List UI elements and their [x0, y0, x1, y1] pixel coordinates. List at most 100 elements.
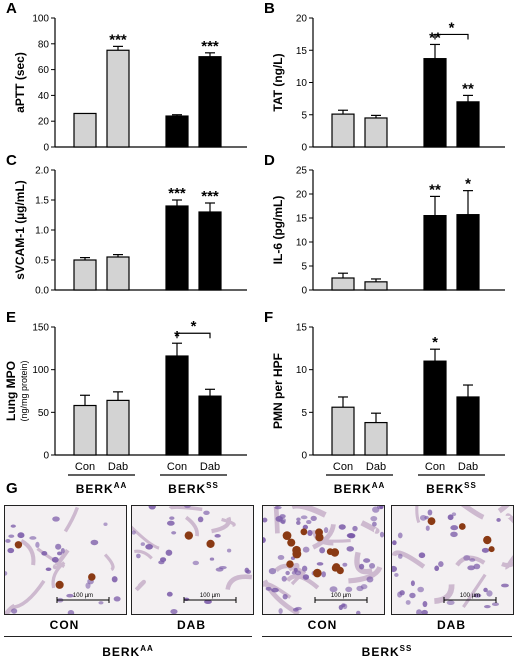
nucleus-2-58 [277, 555, 285, 560]
y-tick-label-e-2: 100 [32, 365, 49, 376]
nucleus-2-26 [369, 563, 376, 569]
alveolar-septum-3-6 [460, 506, 485, 520]
bar-a-1 [106, 49, 130, 148]
nucleus-2-31 [310, 515, 317, 522]
scale-bar-label-1: 100 µm [200, 593, 220, 599]
separator-line-ss [262, 636, 512, 637]
nucleus-2-17 [302, 574, 310, 580]
y-tick-label-f-2: 10 [296, 365, 308, 376]
nucleus-3-35 [467, 565, 476, 571]
x-tick-label-e-3: Dab [200, 461, 220, 473]
bracket-e-0 [176, 332, 211, 339]
significance-b-3: ** [462, 80, 474, 97]
nucleus-2-30 [278, 608, 283, 614]
neutrophil-stain-1-0 [206, 539, 215, 548]
nucleus-0-15 [5, 571, 8, 576]
nucleus-2-16 [338, 524, 346, 530]
nucleus-3-12 [405, 600, 411, 605]
alveolar-septum-0-2 [63, 506, 80, 533]
x-tick-label-e-0: Con [75, 461, 95, 473]
x-tick-label-f-1: Dab [366, 461, 386, 473]
neutrophil-stain-2-4 [282, 531, 292, 540]
nucleus-2-23 [316, 562, 324, 566]
nucleus-2-49 [342, 562, 348, 567]
bar-b-3 [456, 101, 480, 148]
micrograph-image-2: 100 µm [263, 506, 384, 614]
panel-letter-a: A [6, 0, 17, 17]
alveolar-septum-0-1 [103, 553, 115, 572]
bar-d-3 [456, 214, 480, 291]
y-tick-label-d-5: 25 [296, 166, 308, 177]
nucleus-3-9 [483, 587, 488, 593]
nucleus-1-6 [197, 516, 204, 523]
neutrophil-stain-0-1 [55, 580, 64, 589]
bar-c-0 [73, 259, 97, 291]
group-label-f-0: BERKAA [334, 481, 386, 496]
bar-f-0 [331, 406, 355, 456]
neutrophil-stain-3-3 [458, 523, 466, 530]
y-tick-label-c-3: 1.5 [35, 196, 49, 207]
nucleus-1-7 [192, 560, 200, 566]
y-tick-label-b-2: 10 [296, 78, 308, 89]
nucleus-1-24 [169, 516, 175, 520]
micrograph-image-1: 100 µm [132, 506, 253, 614]
nucleus-2-4 [263, 537, 266, 544]
bar-e-0 [73, 404, 97, 456]
y-tick-label-f-3: 15 [296, 323, 308, 334]
nucleus-1-15 [184, 506, 191, 509]
nucleus-3-20 [416, 609, 422, 614]
panel-letter-g: G [6, 480, 18, 497]
bar-c-2 [165, 205, 189, 291]
nucleus-2-43 [319, 547, 326, 554]
panel-letter-b: B [264, 0, 275, 17]
alveolar-septum-2-9 [290, 572, 305, 586]
group-label-f-1: BERKSS [426, 481, 477, 496]
significance-d-2: ** [429, 181, 441, 198]
y-tick-label-c-1: 0.5 [35, 256, 49, 267]
nucleus-3-17 [427, 509, 433, 516]
nucleus-3-5 [446, 600, 455, 606]
nucleus-2-33 [356, 585, 364, 592]
nucleus-3-18 [450, 525, 459, 531]
alveolar-septum-1-3 [221, 517, 236, 527]
nucleus-1-8 [145, 543, 153, 550]
bar-c-3 [198, 211, 222, 291]
y-tick-label-a-3: 60 [38, 65, 50, 76]
neutrophil-stain-2-8 [315, 533, 324, 542]
nucleus-1-25 [166, 591, 173, 597]
nucleus-1-16 [165, 549, 173, 556]
nucleus-2-59 [338, 604, 344, 611]
scale-bar-label-2: 100 µm [331, 593, 351, 599]
nucleus-0-0 [7, 547, 15, 554]
nucleus-3-14 [397, 532, 403, 539]
nucleus-1-20 [244, 567, 250, 574]
alveolar-septum-3-7 [434, 584, 455, 604]
nucleus-0-11 [103, 522, 108, 526]
neutrophil-stain-2-1 [287, 538, 296, 547]
nucleus-2-45 [274, 506, 282, 510]
bar-f-1 [364, 421, 388, 456]
alveolar-septum-3-4 [501, 561, 513, 568]
nucleus-2-39 [363, 558, 371, 563]
panel-letter-f: F [264, 309, 273, 326]
alveolar-septum-0-4 [52, 548, 70, 570]
y-tick-label-d-1: 5 [301, 262, 307, 273]
bar-b-0 [331, 113, 355, 148]
nucleus-2-1 [329, 586, 338, 593]
y-tick-label-a-4: 80 [38, 39, 50, 50]
nucleus-2-41 [271, 587, 279, 593]
micrograph-group-ss-sup: SS [399, 644, 413, 653]
y-tick-label-a-1: 20 [38, 117, 50, 128]
bar-e-2 [165, 355, 189, 456]
y-tick-label-a-2: 40 [38, 91, 50, 102]
group-label-sup-e-1: SS [206, 481, 219, 490]
scale-bar-label-3: 100 µm [460, 593, 480, 599]
neutrophil-stain-3-0 [427, 517, 436, 526]
nucleus-1-10 [171, 531, 177, 535]
bar-b-2 [423, 58, 447, 148]
bar-a-2 [165, 115, 189, 148]
x-tick-label-f-0: Con [333, 461, 353, 473]
group-label-base-f-0: BERK [334, 482, 372, 496]
alveolar-septum-2-12 [273, 506, 280, 534]
nucleus-0-13 [8, 534, 15, 538]
